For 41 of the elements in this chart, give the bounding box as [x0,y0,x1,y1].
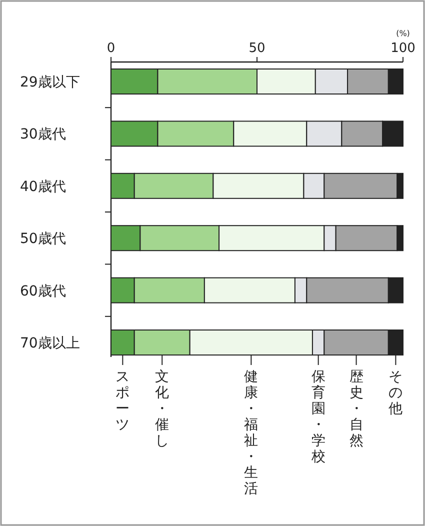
x-tick-label: 100 [390,41,416,56]
legend-label: スポーツ [116,369,130,433]
bar [341,120,384,147]
bar [134,172,214,199]
bar [204,277,296,304]
bar [388,68,404,94]
bar [134,277,205,304]
bar [382,120,404,147]
x-tick-label: 0 [106,41,116,56]
bar [306,277,389,304]
x-tick-label: 50 [248,41,266,56]
bar [396,172,404,199]
bar [347,68,389,94]
bar [324,225,336,252]
legend-label: 保育園・学校 [310,369,326,465]
bar [256,68,316,94]
legend-label: その他 [388,369,403,417]
bar [157,68,258,94]
y-tick-label: 40歳代 [20,178,66,195]
bar [303,172,325,199]
y-tick-label: 29歳以下 [20,74,80,90]
y-tick-label: 30歳代 [20,126,66,143]
x-axis-title: (%) [396,29,410,38]
bar [388,277,404,304]
y-tick-label: 70歳以上 [20,336,80,352]
legend-label: 歴史・自然 [349,369,364,449]
bar [314,68,348,94]
bar [140,225,220,252]
y-tick-label: 60歳代 [20,283,66,300]
y-tick-label: 50歳代 [20,231,66,248]
bar [335,225,398,252]
bar [294,277,308,304]
legend-label: 文化・催し [155,369,170,449]
bar [157,120,234,147]
bar [306,120,342,147]
bar [324,172,398,199]
bar [233,120,308,147]
bar [396,225,404,252]
legend-label: 健康・福祉・生活 [244,369,258,497]
bar [218,225,325,252]
bar [212,172,304,199]
